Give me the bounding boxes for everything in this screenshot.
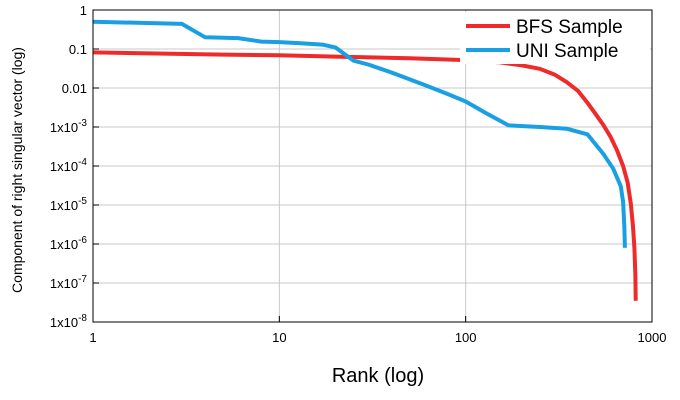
series-line-uni-sample xyxy=(92,19,627,248)
y-tick-label: 1x10-8 xyxy=(50,313,88,330)
x-tick-label: 10 xyxy=(272,330,286,345)
x-tick-label: 1000 xyxy=(638,330,667,345)
x-tick-label: 1 xyxy=(89,330,96,345)
y-tick-label: 1 xyxy=(80,3,87,18)
x-axis-ticks: 1 10 100 1000 xyxy=(89,316,666,345)
y-tick-label: 0.01 xyxy=(62,81,87,96)
y-tick-label: 1x10-3 xyxy=(50,118,88,135)
y-tick-label: 1x10-7 xyxy=(50,274,88,291)
legend-entry-label: UNI Sample xyxy=(516,41,618,62)
legend-background xyxy=(460,12,650,64)
series-line-bfs-sample xyxy=(92,50,638,301)
legend: BFS Sample UNI Sample xyxy=(460,12,650,64)
y-tick-label: 0.1 xyxy=(69,42,87,57)
legend-entry-label: BFS Sample xyxy=(516,17,623,38)
series-layer xyxy=(92,19,638,301)
y-tick-label: 1x10-4 xyxy=(50,157,88,174)
y-tick-label: 1x10-6 xyxy=(50,235,88,252)
x-axis-label: Rank (log) xyxy=(332,365,424,387)
y-tick-label: 1x10-5 xyxy=(50,196,88,213)
x-tick-label: 100 xyxy=(455,330,477,345)
y-axis-ticks: 1 0.1 0.01 1x10-3 1x10-4 1x10-5 1x10-6 1x10-7 1x… xyxy=(50,3,99,330)
y-axis-label: Component of right singular vector (log) xyxy=(9,47,25,293)
